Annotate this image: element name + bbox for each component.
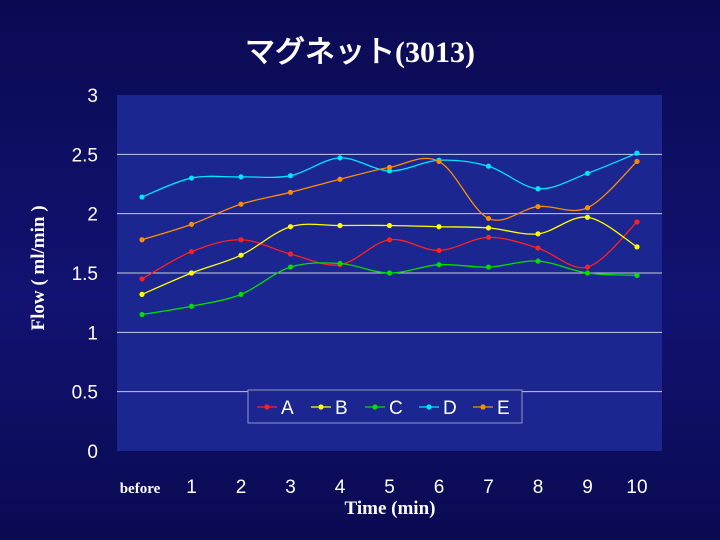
data-point-a	[584, 264, 591, 270]
data-point-a	[139, 276, 145, 282]
data-point-a	[634, 219, 640, 225]
x-tick-label: 2	[236, 477, 247, 498]
y-tick-label: 1	[87, 323, 98, 344]
data-point-e	[139, 237, 145, 243]
data-point-b	[139, 291, 145, 297]
legend-swatch-marker	[318, 404, 324, 410]
legend-label-c: C	[389, 398, 403, 419]
data-point-c	[584, 270, 591, 276]
y-tick-label: 0.5	[72, 383, 98, 404]
data-point-e	[436, 158, 442, 165]
y-tick-label: 2.5	[72, 145, 98, 166]
data-point-e	[485, 215, 492, 222]
legend-item-b: B	[311, 398, 348, 419]
legend-swatch-marker	[372, 404, 378, 410]
data-point-d	[139, 194, 145, 200]
x-tick-label: 4	[335, 477, 346, 498]
data-point-b	[337, 222, 343, 229]
data-point-c	[238, 291, 244, 297]
data-point-b	[287, 224, 294, 230]
x-axis-label: Time (min)	[345, 498, 436, 519]
series-a	[139, 219, 640, 282]
x-tick-label: 1	[186, 477, 197, 498]
data-point-b	[188, 270, 195, 276]
data-point-e	[188, 221, 195, 227]
data-point-c	[634, 272, 640, 278]
y-tick-label: 2	[87, 205, 98, 226]
data-point-e	[238, 201, 244, 207]
legend-swatch-marker	[264, 404, 270, 410]
data-point-e	[337, 176, 343, 182]
data-point-b	[584, 214, 591, 220]
data-point-d	[634, 150, 640, 156]
data-point-d	[188, 175, 195, 181]
data-point-b	[238, 252, 244, 258]
data-point-c	[287, 264, 294, 270]
series-b	[139, 214, 640, 297]
data-point-d	[535, 186, 541, 192]
legend-label-d: D	[443, 398, 457, 419]
data-point-d	[238, 174, 244, 180]
data-point-c	[188, 303, 195, 309]
data-point-a	[287, 251, 294, 257]
legend-label-e: E	[497, 398, 510, 419]
data-point-d	[337, 155, 343, 161]
data-point-a	[535, 245, 541, 251]
series-d	[139, 150, 640, 200]
series-c	[139, 258, 640, 318]
x-tick-label: 7	[483, 477, 494, 498]
data-point-c	[485, 264, 492, 270]
data-point-e	[386, 164, 393, 170]
x-tick-label: 5	[384, 477, 395, 498]
x-tick-label: 8	[533, 477, 544, 498]
data-point-d	[386, 168, 393, 174]
legend-label-b: B	[335, 398, 348, 419]
series-e	[139, 157, 640, 243]
legend-item-c: C	[365, 398, 403, 419]
legend-item-e: E	[473, 398, 510, 419]
data-point-d	[485, 163, 492, 169]
data-point-d	[287, 173, 294, 179]
data-point-a	[485, 234, 492, 240]
data-point-b	[535, 231, 541, 237]
data-point-a	[188, 249, 195, 255]
x-axis-ticks: before 1 2 3 4 5 6 7 8 9 10	[120, 477, 648, 498]
data-point-b	[436, 224, 442, 230]
data-point-c	[337, 260, 343, 267]
y-tick-label: 0	[87, 442, 98, 463]
legend-swatch-marker	[426, 404, 432, 410]
x-tick-label: before	[120, 481, 161, 497]
x-tick-label: 3	[285, 477, 296, 498]
data-point-c	[386, 270, 393, 276]
data-point-e	[535, 203, 541, 210]
chart-title: マグネット(3013)	[245, 36, 475, 69]
legend-item-a: A	[257, 398, 294, 419]
data-point-e	[287, 189, 294, 195]
series-layer	[139, 150, 640, 318]
legend: A B C D E	[247, 389, 523, 424]
data-point-a	[238, 237, 244, 243]
x-tick-label: 9	[582, 477, 593, 498]
data-point-b	[485, 225, 492, 231]
data-point-c	[535, 258, 541, 264]
legend-label-a: A	[281, 398, 294, 419]
data-point-a	[436, 247, 442, 254]
y-axis-ticks: 0 0.5 1 1.5 2 2.5 3	[72, 86, 98, 463]
data-point-a	[386, 237, 393, 243]
x-tick-label: 6	[434, 477, 445, 498]
data-point-b	[634, 244, 640, 250]
data-point-d	[584, 170, 591, 176]
data-point-c	[436, 262, 442, 268]
y-tick-label: 3	[87, 86, 98, 107]
data-point-b	[386, 222, 393, 229]
legend-item-d: D	[419, 398, 457, 419]
legend-swatch-marker	[480, 404, 486, 410]
data-point-c	[139, 311, 145, 318]
x-tick-label: 10	[626, 477, 647, 498]
data-point-e	[634, 158, 640, 165]
data-point-e	[584, 205, 591, 211]
y-tick-label: 1.5	[72, 264, 98, 285]
y-axis-label: Flow ( ml/min )	[28, 205, 49, 330]
